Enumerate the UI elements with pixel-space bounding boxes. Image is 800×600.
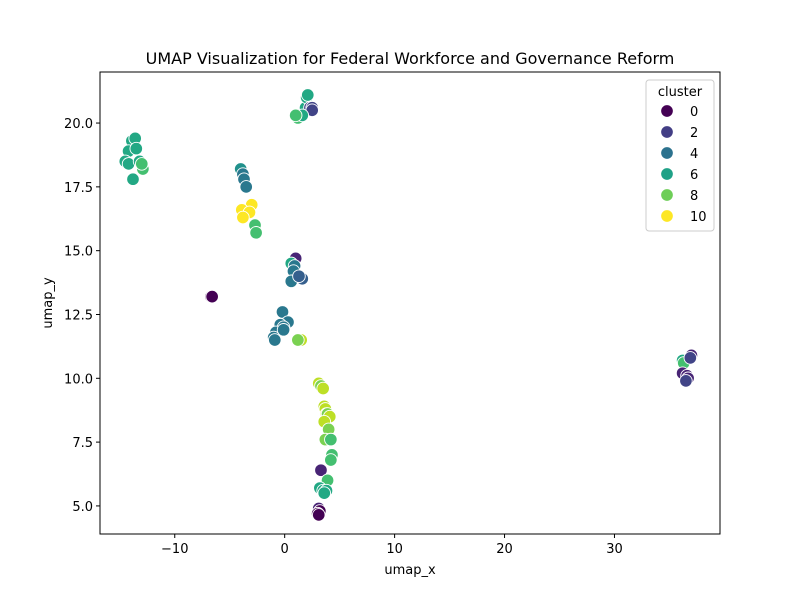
data-point [239,180,253,194]
data-point [121,157,136,171]
data-point [205,289,219,304]
data-point [314,463,328,477]
legend-frame [645,79,715,232]
legend-marker [660,146,674,160]
x-axis-ticks: −10 0 10 20 30 [161,534,623,557]
data-point [301,88,315,102]
legend-entries: 0 2 4 6 8 10 [660,104,707,225]
legend-label: 0 [690,105,698,120]
legend-label: 2 [690,126,698,141]
y-axis-ticks: 5.0 7.5 10.0 12.5 15.0 17.5 20.0 [64,117,100,515]
x-tick-label: 30 [606,542,623,557]
y-tick-label: 20.0 [64,117,93,132]
x-tick-label: 10 [386,542,403,557]
data-point [249,226,263,240]
y-tick-label: 12.5 [64,308,93,323]
legend-title: cluster [658,85,703,100]
data-point [291,333,305,347]
plot-frame [99,71,721,535]
data-point [324,432,338,447]
points-layer [118,88,699,522]
y-axis-label: umap_y [41,277,56,329]
data-point [126,172,140,186]
y-tick-label: 17.5 [64,181,93,196]
data-point [683,351,698,365]
data-point [276,323,291,337]
legend-label: 4 [690,147,698,162]
legend-marker [660,167,674,181]
legend: cluster 0 2 4 6 8 10 [645,79,715,232]
x-axis-label: umap_x [384,563,436,578]
data-point [288,108,303,123]
data-point [268,333,282,347]
legend-marker [660,209,674,223]
data-point [317,486,332,500]
data-point [316,381,330,396]
legend-marker [660,104,674,118]
data-point [679,374,693,388]
data-point [292,269,306,283]
data-point [135,157,149,171]
y-tick-label: 15.0 [64,245,93,260]
data-point [236,210,250,225]
legend-label: 8 [690,189,698,204]
legend-marker [660,125,674,139]
y-tick-label: 7.5 [72,436,93,451]
data-point [324,453,338,467]
x-tick-label: 0 [281,542,289,557]
data-point [312,508,326,522]
x-tick-label: 20 [496,542,513,557]
legend-marker [660,188,674,202]
y-tick-label: 5.0 [72,500,93,515]
legend-label: 10 [690,210,707,225]
data-point [129,141,144,156]
chart-title: UMAP Visualization for Federal Workforce… [146,49,675,68]
legend-label: 6 [690,168,698,183]
y-tick-label: 10.0 [64,372,93,387]
x-tick-label: −10 [161,542,188,557]
